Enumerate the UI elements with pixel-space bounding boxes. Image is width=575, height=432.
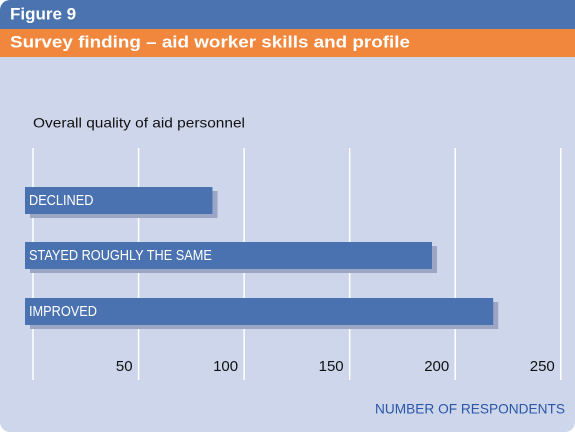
subtitle: Overall quality of aid personnel <box>33 115 245 131</box>
x-axis-label: NUMBER OF RESPONDENTS <box>375 401 565 417</box>
bar-label: STAYED ROUGHLY THE SAME <box>29 246 212 263</box>
x-tick-label: 100 <box>213 358 238 375</box>
bar <box>25 242 432 269</box>
figure-band <box>0 0 575 29</box>
figure-label: Figure 9 <box>10 4 76 23</box>
title-band <box>0 29 575 57</box>
bar <box>25 298 494 325</box>
x-tick-label: 250 <box>530 358 555 375</box>
x-tick-label: 50 <box>116 358 133 375</box>
figure-title: Survey finding – aid worker skills and p… <box>10 32 410 51</box>
x-tick-label: 150 <box>319 358 344 375</box>
bar <box>25 187 213 214</box>
x-tick-label: 200 <box>424 358 449 375</box>
bar-label: IMPROVED <box>29 302 97 319</box>
bar-label: DECLINED <box>29 191 93 208</box>
